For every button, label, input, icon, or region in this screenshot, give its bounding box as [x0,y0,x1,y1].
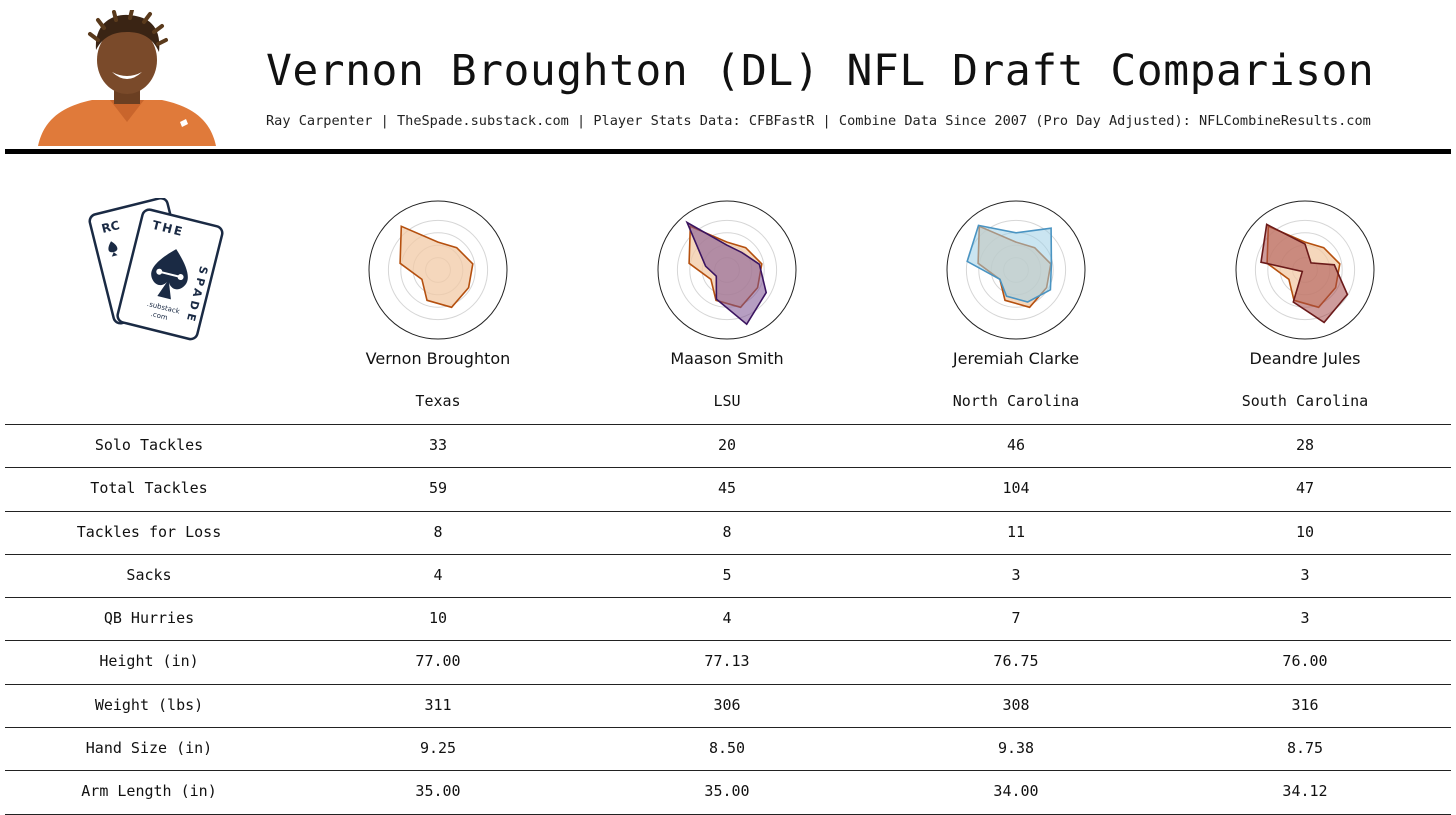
stat-value: 8.75 [1286,739,1324,758]
player-headshot [30,10,225,146]
stat-value: 8 [722,522,732,541]
stat-label: Sacks [126,565,172,584]
page-title: Vernon Broughton (DL) NFL Draft Comparis… [266,46,1375,96]
stat-value: 9.38 [997,739,1035,758]
radar-gridline [965,219,1067,321]
table-row: Total Tackles 59 45 104 47 [5,467,1451,510]
stat-value: 47 [1295,479,1315,498]
front-card-small-text-2: .com [150,310,169,322]
player-school: LSU [713,392,741,410]
stat-value: 33 [428,436,448,454]
the-spade-logo: RC THE .substack .com SPADE [88,196,228,343]
radar-chart-3 [946,200,1086,340]
table-row: QB Hurries 10 4 7 3 [5,597,1451,640]
stat-value: 77.00 [415,652,461,671]
stat-value: 20 [717,436,737,454]
table-row: Weight (lbs) 311 306 308 316 [5,683,1451,727]
radar-outer-ring [1235,200,1375,340]
player-school: North Carolina [952,392,1080,410]
radar-series-comparison [685,220,768,326]
stat-value: 306 [713,695,741,714]
stat-value: 7 [1011,609,1021,628]
radar-chart-1 [368,200,508,340]
player-name: Vernon Broughton [365,349,511,368]
stat-value: 4 [433,565,443,584]
header-divider [5,149,1451,154]
stat-value: 76.75 [993,652,1039,671]
small-spade-icon [108,241,118,257]
stat-value: 59 [428,479,448,498]
radar-gridline [387,219,489,321]
radar-series-primary [399,225,474,309]
stat-value: 104 [1002,479,1030,498]
stat-value: 8 [433,522,443,541]
stat-value: 28 [1295,436,1315,454]
stat-label: Hand Size (in) [85,739,213,758]
stat-value: 45 [717,479,737,498]
stat-label: Tackles for Loss [76,522,222,541]
stat-value: 3 [1300,565,1310,584]
table-row: Hand Size (in) 9.25 8.50 9.38 8.75 [5,727,1451,770]
stat-value: 35.00 [704,782,750,801]
table-row: Arm Length (in) 35.00 35.00 34.00 34.12 [5,770,1451,815]
player-school: South Carolina [1241,392,1369,410]
table-row: Height (in) 77.00 77.13 76.75 76.00 [5,640,1451,683]
stat-value: 316 [1291,695,1319,714]
stat-value: 3 [1011,565,1021,584]
stat-value: 46 [1006,436,1026,454]
radar-gridline [676,219,778,321]
player-name: Jeremiah Clarke [952,349,1080,368]
stat-value: 311 [424,695,452,714]
stat-value: 34.00 [993,782,1039,801]
stat-value: 35.00 [415,782,461,801]
stat-label: Weight (lbs) [94,695,204,714]
stat-value: 308 [1002,695,1030,714]
stat-label: Height (in) [99,652,199,671]
table-row: Solo Tackles 33 20 46 28 [5,424,1451,467]
stat-value: 9.25 [419,739,457,758]
radar-outer-ring [946,200,1086,340]
player-name: Maason Smith [670,349,784,368]
stats-table: Solo Tackles 33 20 46 28 Total Tackles 59 45 104… [5,424,1451,815]
spade-cards-icon: RC THE .substack .com SPADE [88,196,224,341]
table-row: Tackles for Loss 8 8 11 10 [5,510,1451,554]
radar-outer-ring [368,200,508,340]
stat-label: Arm Length (in) [81,782,217,801]
radar-series-comparison [966,224,1053,303]
stat-label: QB Hurries [103,609,195,628]
player-name: Deandre Jules [1249,349,1361,368]
stat-value: 5 [722,565,732,584]
stat-label: Total Tackles [90,479,208,498]
radar-gridline [400,232,476,308]
back-card-letters: RC [100,218,121,236]
headshot-illustration [38,10,216,146]
player-school: Texas [415,392,461,410]
stat-value: 10 [428,609,448,628]
stat-label: Solo Tackles [94,436,204,454]
radar-gridline [1254,219,1356,321]
stat-value: 10 [1295,522,1315,541]
stat-value: 76.00 [1282,652,1328,671]
table-row: Sacks 4 5 3 3 [5,553,1451,597]
stat-value: 8.50 [708,739,746,758]
radar-chart-2 [657,200,797,340]
radar-outer-ring [657,200,797,340]
radar-series-comparison [1260,223,1349,324]
header: Vernon Broughton (DL) NFL Draft Comparis… [0,0,1456,156]
stat-value: 11 [1006,522,1026,541]
stat-value: 3 [1300,609,1310,628]
stat-value: 77.13 [704,652,750,671]
stat-value: 34.12 [1282,782,1328,801]
stat-value: 4 [722,609,732,628]
radar-chart-4 [1235,200,1375,340]
page-subtitle: Ray Carpenter | TheSpade.substack.com | … [266,113,1371,129]
